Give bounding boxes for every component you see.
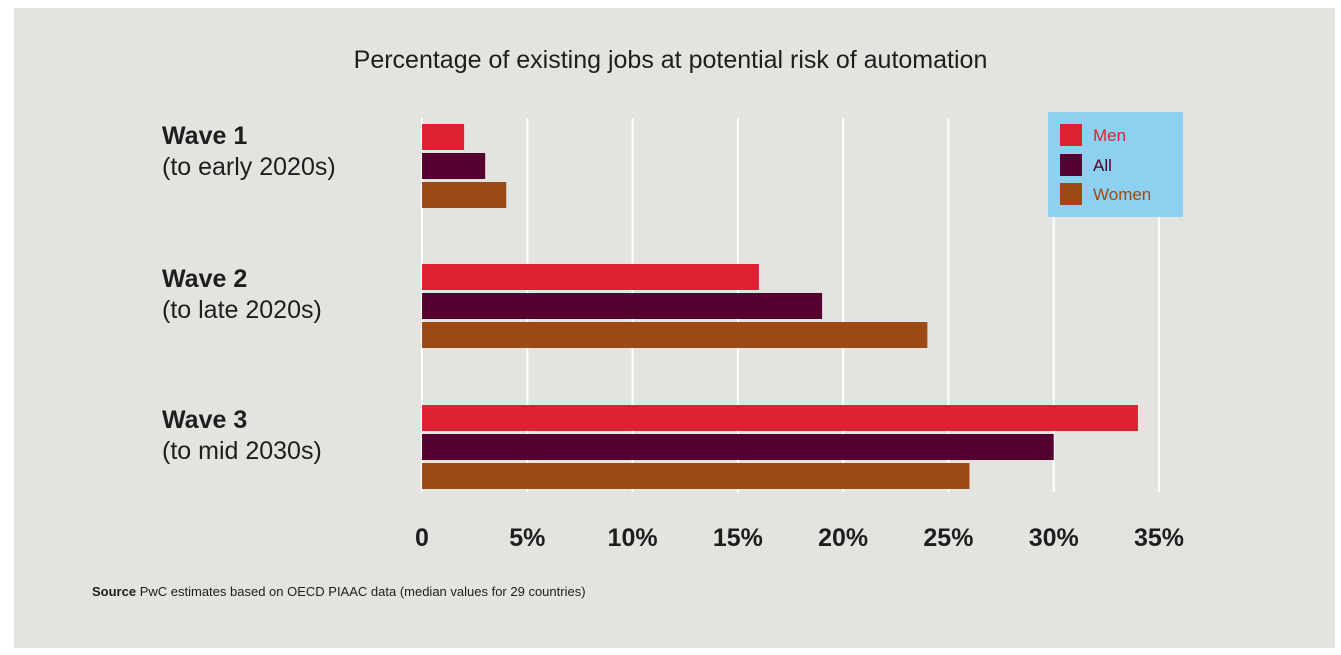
legend-swatch-all [1060, 154, 1082, 176]
x-tick-label: 30% [1029, 524, 1079, 552]
x-tick-label: 35% [1134, 524, 1184, 552]
bar-all-wave-2 [422, 293, 823, 319]
bar-men-wave-1 [422, 124, 465, 150]
source-note: Source PwC estimates based on OECD PIAAC… [92, 584, 586, 599]
legend-label-all: All [1093, 156, 1112, 175]
x-tick-label: 25% [923, 524, 973, 552]
legend-label-women: Women [1093, 185, 1152, 204]
category-label-wave-2: Wave 2 (to late 2020s) [162, 264, 322, 326]
legend-label-men: Men [1093, 126, 1127, 145]
bar-all-wave-1 [422, 153, 486, 179]
x-tick-label: 20% [818, 524, 868, 552]
bar-women-wave-3 [422, 463, 970, 489]
legend-swatch-women [1060, 183, 1082, 205]
category-label-wave-1: Wave 1 (to early 2020s) [162, 121, 336, 183]
category-subtitle: (to late 2020s) [162, 296, 322, 324]
bar-women-wave-2 [422, 322, 928, 348]
bar-men-wave-2 [422, 264, 759, 290]
bar-women-wave-1 [422, 182, 507, 208]
source-text: PwC estimates based on OECD PIAAC data (… [139, 584, 586, 599]
category-name: Wave 1 [162, 122, 248, 150]
x-tick-label: 15% [713, 524, 763, 552]
source-label: Source [92, 584, 137, 599]
legend-swatch-men [1060, 124, 1082, 146]
category-subtitle: (to early 2020s) [162, 153, 336, 181]
category-subtitle: (to mid 2030s) [162, 437, 322, 465]
category-label-wave-3: Wave 3 (to mid 2030s) [162, 405, 322, 467]
bar-all-wave-3 [422, 434, 1054, 460]
x-tick-label: 0 [415, 524, 429, 552]
category-name: Wave 3 [162, 406, 248, 434]
category-name: Wave 2 [162, 265, 248, 293]
chart-title: Percentage of existing jobs at potential… [353, 46, 988, 74]
x-tick-label: 5% [509, 524, 545, 552]
bar-men-wave-3 [422, 405, 1138, 431]
chart-legend: Men All Women [1048, 112, 1183, 217]
x-tick-label: 10% [608, 524, 658, 552]
